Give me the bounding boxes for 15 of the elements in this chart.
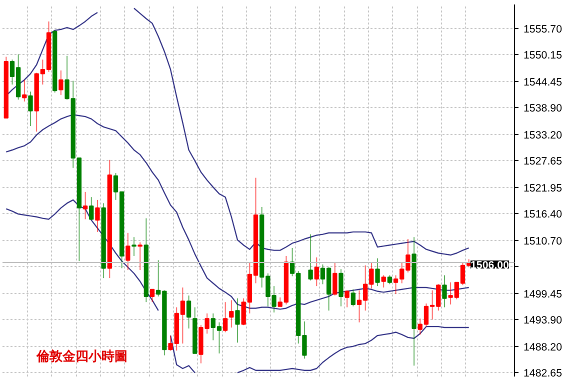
y-tick-label: 1533.20 <box>524 129 562 142</box>
y-tick-label: 1488.20 <box>524 341 562 354</box>
y-tick-label: 1510.70 <box>524 235 562 248</box>
y-tick-label: 1499.45 <box>524 288 562 300</box>
y-tick-label: 1544.45 <box>524 76 562 88</box>
y-tick-label: 1550.15 <box>524 50 562 62</box>
y-tick-label: 1538.90 <box>524 102 562 115</box>
y-tick-label: 1521.95 <box>524 182 562 194</box>
y-tick-label: 1482.65 <box>524 367 562 378</box>
y-tick-label: 1516.40 <box>524 208 562 221</box>
ref-line-label: 1506.00 <box>470 260 510 272</box>
y-tick-label: 1527.65 <box>524 156 562 168</box>
y-tick-label: 1493.90 <box>524 314 562 327</box>
annotation: 倫敦金四小時圖 <box>36 348 128 364</box>
y-tick-label: 1555.70 <box>524 24 562 36</box>
